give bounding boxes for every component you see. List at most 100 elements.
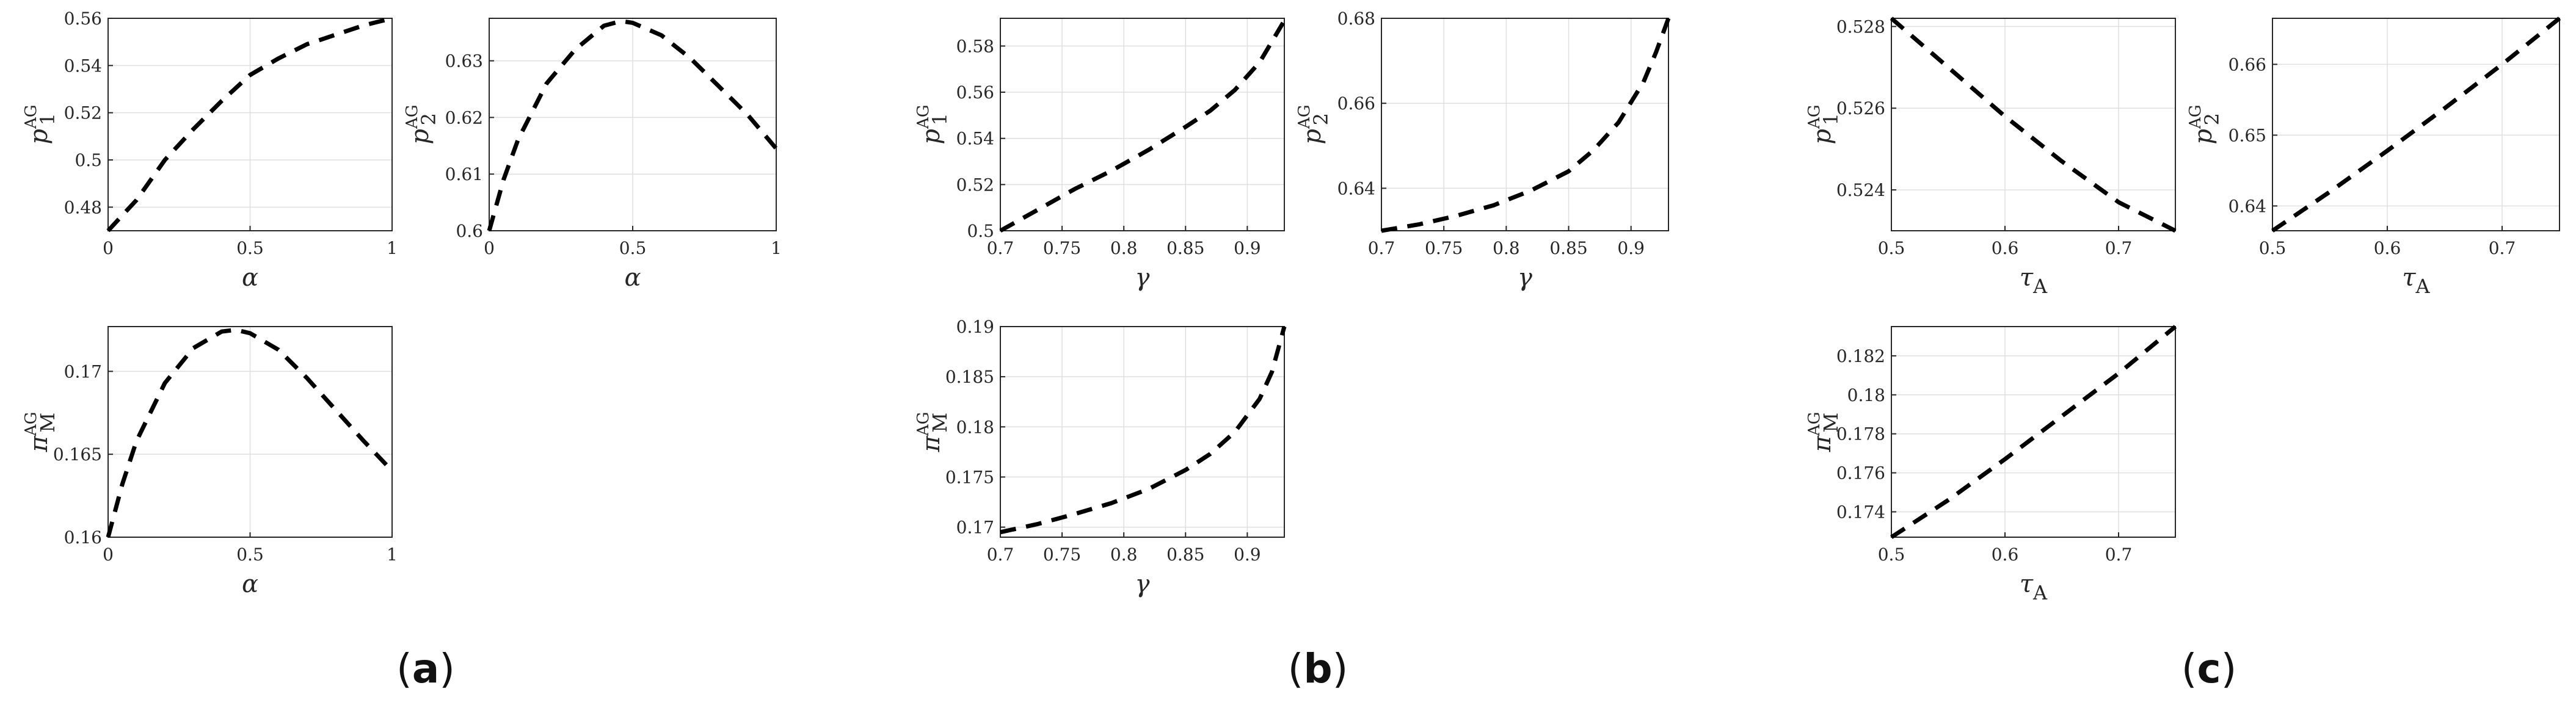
y-tick-label: 0.18 — [1847, 385, 1885, 405]
x-tick-label: 0.8 — [1110, 238, 1138, 258]
series-line — [1890, 16, 2177, 233]
x-tick-label: 0.7 — [987, 238, 1014, 258]
x-tick-label: 0.6 — [1992, 238, 2019, 258]
axes-frame — [1381, 18, 1669, 231]
series-line — [106, 16, 393, 233]
x-axis-label: τA — [2402, 264, 2430, 298]
y-axis-label: πAGM — [914, 412, 951, 453]
subplot-a-top-right: 0 0.5 1 0.6 0.61 0.62 0.63 α pAG2 — [403, 18, 782, 292]
x-tick-label: 0.75 — [1043, 238, 1081, 258]
x-tick-label: 0.7 — [987, 545, 1014, 565]
subplot-c-bottom-left: 0.5 0.6 0.7 0.174 0.176 0.178 0.18 0.182 τA πAGM — [1805, 325, 2177, 604]
x-axis-label: γ — [1135, 264, 1150, 292]
y-tick-label: 0.5 — [967, 221, 994, 241]
subplot-b-top-left: 0.7 0.75 0.8 0.85 0.9 0.5 0.52 0.54 0.56 0.58 γ pAG… — [914, 18, 1287, 292]
y-tick-label: 0.63 — [445, 51, 483, 71]
y-axis-label: pAG2 — [403, 104, 440, 144]
axes-frame — [2272, 18, 2560, 231]
x-tick-label: 0.5 — [236, 545, 264, 565]
y-axis-label: pAG2 — [1295, 104, 1333, 144]
axes-border — [2272, 18, 2560, 231]
y-tick-label: 0.182 — [1836, 346, 1885, 366]
x-tick-label: 0.7 — [2105, 545, 2133, 565]
x-tick-label: 0.5 — [2259, 238, 2287, 258]
y-axis-label: πAGM — [1805, 412, 1843, 453]
subplot-c-top-left: 0.5 0.6 0.7 0.524 0.526 0.528 τA pAG1 — [1805, 16, 2177, 298]
y-tick-label: 0.524 — [1836, 180, 1885, 200]
y-tick-label: 0.52 — [956, 175, 994, 195]
panel-label-a: (a) — [396, 645, 455, 692]
y-tick-label: 0.66 — [1337, 93, 1375, 114]
y-tick-label: 0.174 — [1836, 502, 1885, 522]
panel-label-b: (b) — [1288, 645, 1348, 692]
series-line — [2271, 16, 2561, 233]
x-tick-label: 0.85 — [1166, 545, 1204, 565]
y-tick-label: 0.58 — [956, 36, 994, 56]
x-tick-label: 0.7 — [2105, 238, 2133, 258]
y-tick-label: 0.5 — [75, 150, 102, 170]
axes-frame — [1891, 18, 2176, 231]
subplot-b-bottom-left: 0.7 0.75 0.8 0.85 0.9 0.17 0.175 0.18 0.185 0.19 γ… — [914, 317, 1287, 598]
x-tick-label: 0.9 — [1617, 238, 1645, 258]
y-tick-label: 0.56 — [956, 82, 994, 103]
x-axis-label: γ — [1518, 264, 1532, 292]
x-axis-label: τA — [2020, 264, 2048, 298]
series-line — [1890, 325, 2177, 539]
x-tick-label: 0 — [103, 545, 114, 565]
series-line — [1381, 17, 1671, 233]
x-tick-label: 0 — [103, 238, 114, 258]
y-tick-label: 0.185 — [945, 367, 994, 387]
x-tick-label: 0.6 — [1992, 545, 2019, 565]
x-tick-label: 0.7 — [2489, 238, 2516, 258]
y-tick-label: 0.64 — [2229, 196, 2266, 216]
subplot-b-top-right: 0.7 0.75 0.8 0.85 0.9 0.64 0.66 0.68 γ pAG2 — [1295, 9, 1671, 292]
y-tick-label: 0.165 — [53, 444, 102, 465]
subplot-c-top-right: 0.5 0.6 0.7 0.64 0.65 0.66 τA pAG2 — [2186, 16, 2561, 298]
x-tick-label: 0.5 — [236, 238, 264, 258]
y-axis-label: pAG1 — [1805, 104, 1843, 144]
y-tick-label: 0.19 — [956, 317, 994, 337]
x-axis-label: α — [242, 570, 258, 598]
y-tick-label: 0.64 — [1337, 178, 1375, 198]
axes-frame — [1891, 326, 2176, 538]
y-tick-label: 0.6 — [456, 221, 483, 241]
axes-border — [1891, 18, 2176, 231]
axes-frame — [1000, 326, 1285, 538]
y-axis-label: pAG1 — [914, 104, 951, 144]
x-axis-label: γ — [1135, 570, 1150, 598]
x-tick-label: 0.85 — [1549, 238, 1587, 258]
axes-border — [107, 326, 393, 538]
subplot-a-bottom-left: 0 0.5 1 0.16 0.165 0.17 α πAGM — [22, 326, 398, 598]
x-tick-label: 0.85 — [1166, 238, 1204, 258]
axes-border — [107, 18, 393, 231]
x-tick-label: 0.8 — [1493, 238, 1520, 258]
axes-border — [489, 18, 777, 231]
x-tick-label: 1 — [387, 238, 398, 258]
axes-border — [1891, 326, 2176, 538]
axes-frame — [1000, 18, 1285, 231]
x-tick-label: 0.9 — [1234, 238, 1261, 258]
x-axis-label: α — [624, 264, 641, 292]
x-tick-label: 0.5 — [1878, 238, 1905, 258]
y-tick-label: 0.176 — [1836, 463, 1885, 483]
y-tick-label: 0.17 — [956, 518, 994, 538]
subplot-a-top-left: 0 0.5 1 0.48 0.5 0.52 0.54 0.56 α pAG1 — [22, 9, 398, 292]
y-tick-label: 0.56 — [64, 9, 102, 29]
x-tick-label: 0.75 — [1425, 238, 1463, 258]
series-line — [999, 20, 1287, 233]
y-axis-label: πAGM — [22, 412, 59, 453]
y-tick-label: 0.17 — [64, 361, 102, 382]
series-line — [487, 19, 778, 231]
y-tick-label: 0.16 — [64, 527, 102, 548]
x-axis-label: α — [242, 264, 258, 292]
y-tick-label: 0.526 — [1836, 98, 1885, 118]
x-tick-label: 0.5 — [1878, 545, 1905, 565]
x-tick-label: 0.7 — [1368, 238, 1395, 258]
x-tick-label: 0 — [484, 238, 495, 258]
y-tick-label: 0.52 — [64, 103, 102, 123]
y-tick-label: 0.528 — [1836, 16, 1885, 37]
axes-border — [1000, 18, 1285, 231]
y-tick-label: 0.54 — [64, 56, 102, 76]
y-axis-label: pAG2 — [2186, 104, 2224, 144]
x-tick-label: 0.9 — [1234, 545, 1261, 565]
